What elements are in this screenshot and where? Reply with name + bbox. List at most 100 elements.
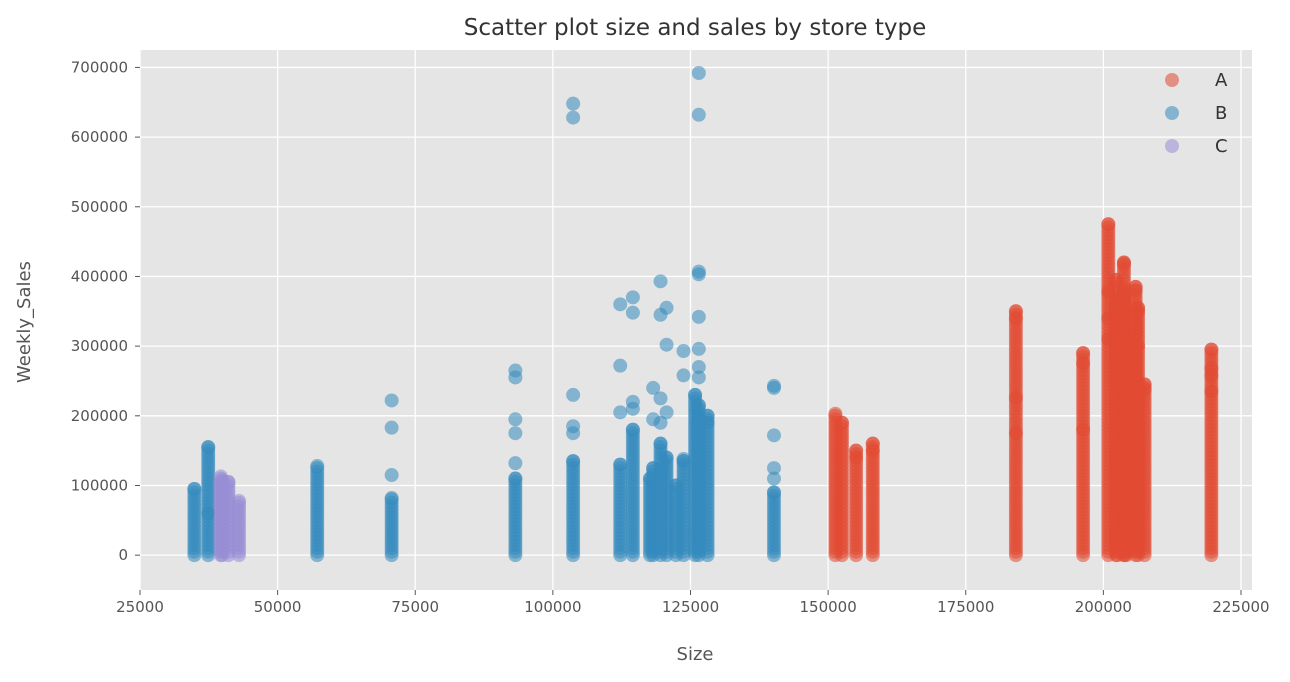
data-point bbox=[201, 440, 216, 455]
data-point bbox=[508, 456, 523, 471]
data-point bbox=[653, 415, 668, 430]
data-point bbox=[691, 360, 706, 375]
data-point bbox=[1008, 426, 1023, 441]
data-point bbox=[1131, 304, 1146, 319]
data-point bbox=[659, 450, 674, 465]
y-axis-ticks: 0 100000 200000 300000 400000 500000 600000 700… bbox=[71, 58, 140, 564]
data-point bbox=[849, 450, 864, 465]
data-point bbox=[613, 405, 628, 420]
data-point bbox=[676, 344, 691, 359]
data-point bbox=[1128, 283, 1143, 298]
data-point bbox=[1116, 256, 1131, 271]
data-point bbox=[766, 485, 781, 500]
x-tick-label: 175000 bbox=[937, 598, 994, 616]
data-point bbox=[613, 358, 628, 373]
series-a bbox=[828, 217, 1219, 563]
data-point bbox=[232, 493, 247, 508]
data-point bbox=[1076, 346, 1091, 361]
data-point bbox=[1076, 422, 1091, 437]
data-point bbox=[1204, 384, 1219, 399]
data-point bbox=[691, 398, 706, 413]
data-point bbox=[310, 458, 325, 473]
legend-label: B bbox=[1215, 103, 1227, 124]
data-point bbox=[691, 370, 706, 385]
legend-label: A bbox=[1215, 70, 1228, 91]
data-point bbox=[566, 454, 581, 469]
x-axis-label: Size bbox=[677, 644, 714, 665]
data-point bbox=[659, 300, 674, 315]
y-tick-label: 600000 bbox=[71, 128, 128, 146]
data-point bbox=[653, 436, 668, 451]
data-point bbox=[221, 475, 236, 489]
y-tick-label: 500000 bbox=[71, 198, 128, 216]
data-point bbox=[508, 471, 523, 486]
data-point bbox=[1137, 382, 1152, 397]
data-point bbox=[1204, 368, 1219, 383]
y-tick-label: 100000 bbox=[71, 476, 128, 494]
data-point bbox=[1076, 356, 1091, 371]
series-b bbox=[187, 65, 781, 563]
y-axis-label: Weekly_Sales bbox=[14, 261, 35, 383]
data-point bbox=[508, 370, 523, 385]
data-point bbox=[691, 107, 706, 122]
x-tick-label: 50000 bbox=[254, 598, 302, 616]
data-point bbox=[1128, 325, 1143, 340]
data-point bbox=[384, 420, 399, 435]
y-tick-label: 200000 bbox=[71, 407, 128, 425]
data-point bbox=[625, 422, 640, 437]
data-point bbox=[566, 387, 581, 402]
data-point bbox=[1128, 353, 1143, 368]
legend-marker bbox=[1165, 139, 1179, 153]
data-point bbox=[625, 305, 640, 320]
legend: ABC bbox=[1165, 70, 1228, 157]
data-point bbox=[766, 471, 781, 486]
x-tick-label: 150000 bbox=[799, 598, 856, 616]
data-point bbox=[691, 267, 706, 282]
data-point bbox=[766, 380, 781, 395]
legend-marker bbox=[1165, 106, 1179, 120]
x-tick-label: 75000 bbox=[391, 598, 439, 616]
data-point bbox=[691, 341, 706, 356]
data-point bbox=[625, 401, 640, 416]
data-point bbox=[613, 297, 628, 312]
data-point bbox=[1101, 217, 1116, 232]
data-point bbox=[187, 481, 202, 496]
data-point bbox=[700, 415, 715, 430]
data-point bbox=[1117, 283, 1132, 298]
data-points bbox=[187, 65, 1219, 563]
data-point bbox=[566, 96, 581, 111]
data-point bbox=[1008, 311, 1023, 326]
data-point bbox=[1131, 339, 1146, 354]
legend-label: C bbox=[1215, 136, 1228, 157]
data-point bbox=[653, 274, 668, 289]
x-tick-label: 100000 bbox=[524, 598, 581, 616]
data-point bbox=[384, 468, 399, 483]
data-point bbox=[1101, 284, 1116, 299]
data-point bbox=[384, 491, 399, 506]
y-tick-label: 0 bbox=[118, 546, 128, 564]
data-point bbox=[676, 368, 691, 383]
data-point bbox=[676, 452, 691, 467]
y-tick-label: 400000 bbox=[71, 267, 128, 285]
data-point bbox=[691, 65, 706, 80]
x-tick-label: 125000 bbox=[662, 598, 719, 616]
chart-title: Scatter plot size and sales by store typ… bbox=[464, 15, 926, 41]
data-point bbox=[646, 380, 661, 395]
data-point bbox=[659, 405, 674, 420]
data-point bbox=[508, 426, 523, 441]
x-tick-label: 225000 bbox=[1212, 598, 1269, 616]
y-tick-label: 300000 bbox=[71, 337, 128, 355]
data-point bbox=[566, 110, 581, 125]
x-tick-label: 25000 bbox=[116, 598, 164, 616]
data-point bbox=[659, 337, 674, 352]
series-c bbox=[213, 469, 247, 563]
data-point bbox=[834, 415, 849, 430]
x-axis-ticks: 25000 50000 75000 100000 125000 150000 175000 2… bbox=[116, 590, 1270, 616]
data-point bbox=[625, 290, 640, 305]
y-tick-label: 700000 bbox=[71, 58, 128, 76]
data-point bbox=[566, 426, 581, 441]
data-point bbox=[1008, 390, 1023, 405]
x-tick-label: 200000 bbox=[1075, 598, 1132, 616]
data-point bbox=[691, 309, 706, 324]
